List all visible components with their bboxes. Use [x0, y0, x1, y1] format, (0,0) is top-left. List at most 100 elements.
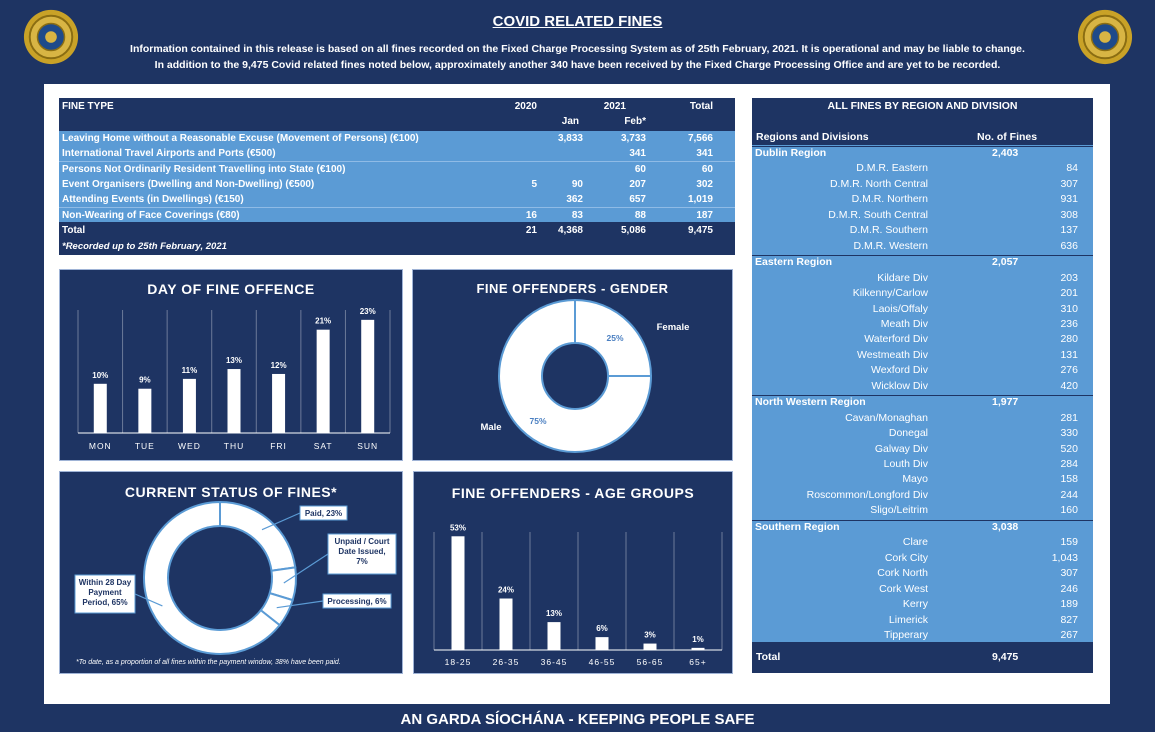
division-name: Tipperary — [884, 628, 928, 641]
division-value: 203 — [1060, 271, 1078, 284]
age-chart: FINE OFFENDERS - AGE GROUPS 53% 18-25 24% 2… — [413, 471, 733, 674]
gender-category-label: Male — [480, 422, 501, 433]
division-name: Kilkenny/Carlow — [852, 287, 928, 300]
total-label: Total — [62, 225, 86, 236]
gender-chart-title: FINE OFFENDERS - GENDER — [476, 281, 669, 296]
day-bar — [93, 383, 107, 433]
col-feb: Feb* — [624, 116, 646, 127]
day-tick-label: SUN — [357, 441, 378, 451]
fine-table-subheader: Jan Feb* — [59, 114, 735, 129]
region-col-1: Regions and Divisions — [756, 131, 869, 143]
fine-type-cell: Persons Not Ordinarily Resident Travelli… — [62, 163, 346, 175]
age-tick-label: 18-25 — [445, 657, 472, 667]
division-name: D.M.R. Eastern — [856, 162, 928, 175]
age-bar — [595, 637, 609, 650]
gender-pct-label: 75% — [529, 416, 546, 426]
day-bar — [182, 378, 196, 433]
division-name: Limerick — [888, 613, 928, 626]
fine-table-row: Leaving Home without a Reasonable Excuse… — [59, 131, 735, 146]
division-value: 636 — [1060, 239, 1078, 252]
division-row: D.M.R. Southern 137 — [752, 223, 1093, 238]
day-bar — [361, 319, 375, 433]
division-row: Clare 159 — [752, 535, 1093, 550]
age-bar-label: 13% — [546, 609, 562, 618]
day-bar-label: 10% — [92, 371, 108, 380]
age-bar — [451, 536, 465, 650]
fine-feb-cell: 657 — [629, 194, 646, 206]
day-bar — [316, 329, 330, 433]
division-value: 160 — [1060, 504, 1078, 517]
col-jan: Jan — [561, 116, 579, 127]
gender-chart-svg: 25% 75% Female Male — [480, 298, 689, 453]
fine-table-total-row: Total 21 4,368 5,086 9,475 — [59, 223, 735, 238]
region-name: Eastern Region — [755, 256, 833, 269]
division-value: 307 — [1060, 177, 1078, 190]
age-bar-label: 24% — [498, 586, 514, 595]
day-bar — [138, 388, 152, 433]
age-chart-title: FINE OFFENDERS - AGE GROUPS — [451, 485, 695, 501]
status-leader-line — [261, 512, 301, 531]
fine-jan-cell: 90 — [571, 178, 583, 190]
division-name: Donegal — [888, 427, 928, 440]
fine-jan-cell: 3,833 — [557, 133, 583, 144]
division-name: Roscommon/Longford Div — [806, 488, 928, 501]
region-divider — [752, 255, 1093, 257]
division-value: 137 — [1060, 224, 1078, 237]
fine-feb-cell: 60 — [634, 163, 646, 175]
region-divider — [752, 519, 1093, 521]
status-label-box — [299, 505, 348, 521]
region-row: Dublin Region 2,403 — [752, 146, 1093, 161]
division-row: Wicklow Div 420 — [752, 379, 1093, 394]
division-row: D.M.R. South Central 308 — [752, 208, 1093, 223]
division-name: Meath Div — [880, 317, 928, 330]
age-tick-label: 56-65 — [637, 657, 664, 667]
division-row: Kildare Div 203 — [752, 271, 1093, 286]
day-bar-label: 21% — [315, 317, 331, 326]
day-chart-svg: 10% MON 9% TUE 11% WED 13% THU 12% FRI 21% SAT 23% SU… — [77, 307, 391, 451]
total-total: 9,475 — [687, 225, 713, 236]
division-value: 307 — [1060, 567, 1078, 580]
day-tick-label: SAT — [314, 441, 333, 451]
day-tick-label: WED — [178, 441, 201, 451]
footnote-text: *Recorded up to 25th February, 2021 — [62, 241, 227, 252]
fine-total-cell: 60 — [701, 163, 713, 175]
region-row: North Western Region 1,977 — [752, 395, 1093, 410]
division-value: 267 — [1060, 628, 1078, 641]
fine-jan-cell: 83 — [571, 209, 583, 221]
fine-type-cell: Non-Wearing of Face Coverings (€80) — [62, 209, 240, 221]
status-label-box — [74, 574, 136, 614]
col-2021: 2021 — [603, 101, 626, 112]
day-bar-label: 23% — [360, 307, 376, 316]
division-row: D.M.R. North Central 307 — [752, 177, 1093, 192]
division-value: 201 — [1060, 287, 1078, 300]
division-name: Kildare Div — [877, 271, 928, 284]
region-row: Eastern Region 2,057 — [752, 255, 1093, 270]
fine-type-cell: Attending Events (in Dwellings) (€150) — [62, 194, 244, 206]
division-name: Wicklow Div — [871, 379, 928, 392]
fine-feb-cell: 207 — [629, 178, 646, 190]
day-bar-label: 9% — [139, 376, 151, 385]
region-table-title: ALL FINES BY REGION AND DIVISION — [827, 100, 1018, 112]
region-total: 3,038 — [992, 520, 1019, 533]
region-name: North Western Region — [755, 396, 866, 409]
gender-slice — [498, 298, 653, 453]
division-value: 520 — [1060, 442, 1078, 455]
division-row: Kerry 189 — [752, 597, 1093, 612]
fine-2020-cell: 5 — [531, 178, 537, 190]
age-bar — [643, 643, 657, 650]
garda-badge-right — [1077, 9, 1133, 65]
day-chart-title: DAY OF FINE OFFENCE — [147, 281, 315, 297]
fine-table-row: Attending Events (in Dwellings) (€150) 36… — [59, 192, 735, 207]
gender-slice — [574, 298, 653, 377]
day-bar-label: 13% — [226, 356, 242, 365]
division-name: Kerry — [902, 598, 928, 611]
fine-type-cell: Leaving Home without a Reasonable Excuse… — [62, 133, 419, 144]
division-name: Sligo/Leitrim — [870, 504, 928, 517]
status-chart-title: CURRENT STATUS OF FINES* — [124, 484, 338, 500]
division-name: Waterford Div — [864, 333, 928, 346]
region-total: 1,977 — [992, 396, 1019, 409]
total-feb: 5,086 — [620, 225, 646, 236]
page-title: COVID RELATED FINES — [492, 13, 663, 30]
division-value: 281 — [1060, 411, 1078, 424]
region-total-value: 9,475 — [992, 651, 1019, 663]
